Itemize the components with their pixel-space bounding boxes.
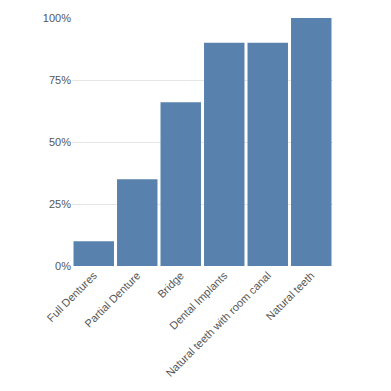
svg-text:Natural teeth with room canal: Natural teeth with room canal xyxy=(163,269,273,379)
svg-text:0%: 0% xyxy=(55,260,71,272)
svg-text:75%: 75% xyxy=(49,74,71,86)
svg-text:Natural teeth: Natural teeth xyxy=(264,269,317,322)
svg-text:Bridge: Bridge xyxy=(155,269,186,300)
svg-text:25%: 25% xyxy=(49,198,71,210)
svg-text:Dental Implants: Dental Implants xyxy=(167,269,230,332)
svg-text:Partial Denture: Partial Denture xyxy=(82,269,142,329)
svg-text:Full Dentures: Full Dentures xyxy=(44,269,99,324)
svg-text:50%: 50% xyxy=(49,136,71,148)
svg-text:100%: 100% xyxy=(43,12,71,24)
